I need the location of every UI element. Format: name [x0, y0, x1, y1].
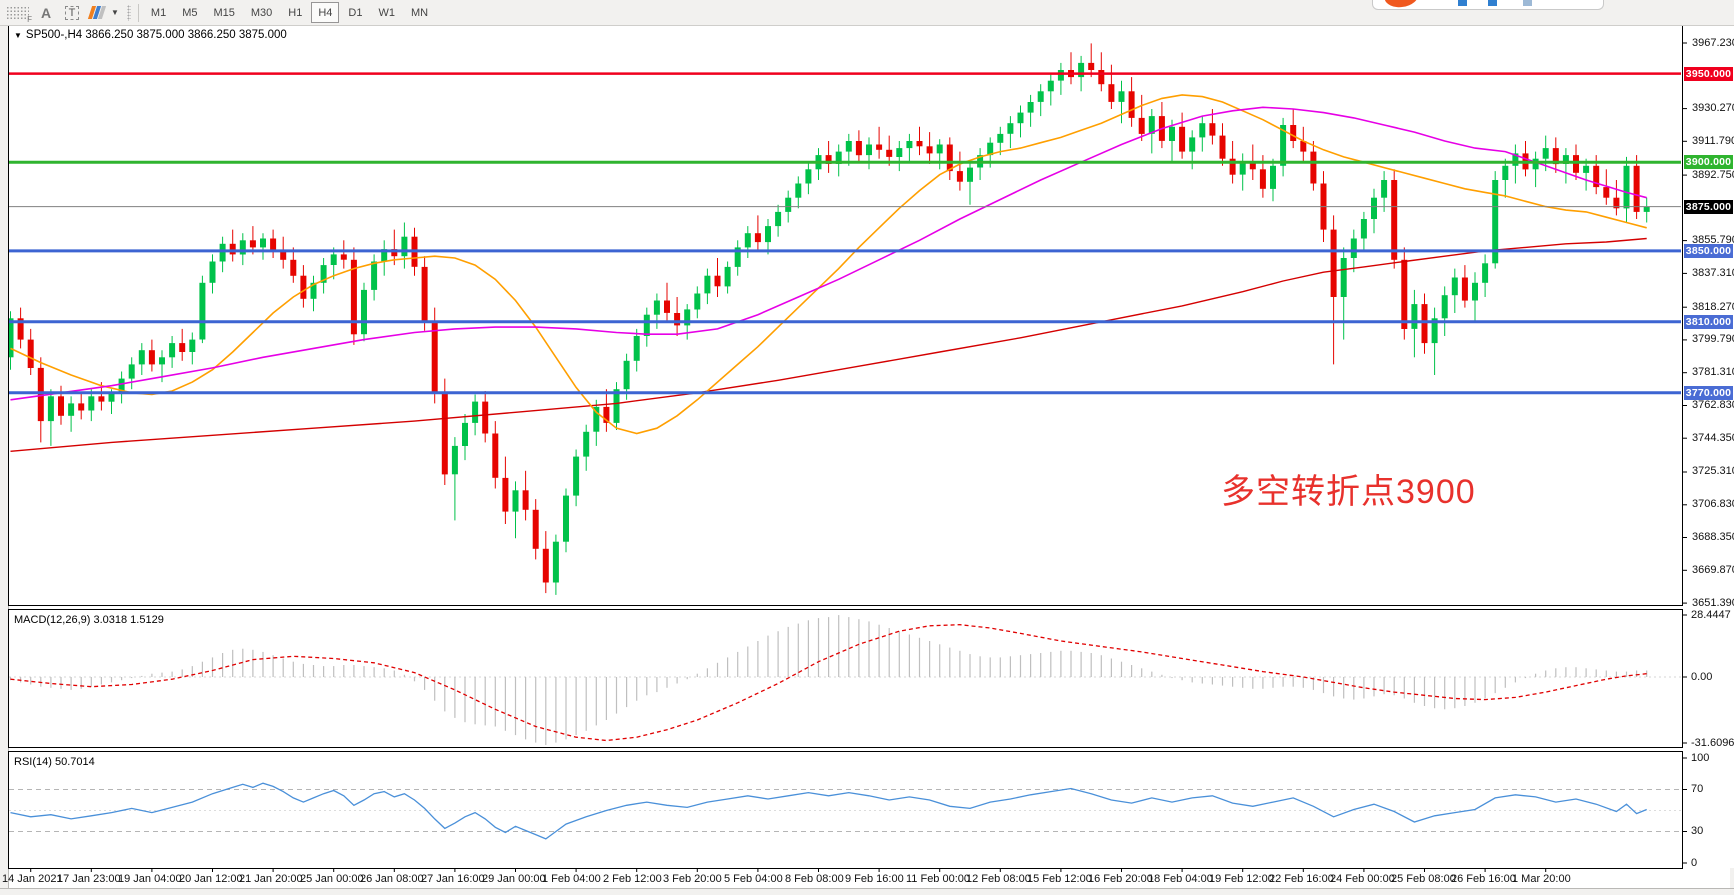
price-tick-label: 3781.310	[1692, 366, 1734, 378]
x-axis-label: 25 Jan 00:00	[300, 873, 364, 885]
x-axis-label: 25 Feb 08:00	[1391, 873, 1456, 885]
candlesticks	[9, 43, 1650, 595]
x-axis-label: 1 Feb 04:00	[542, 873, 601, 885]
grid-tool-icon[interactable]: F	[5, 4, 32, 24]
crayon-icon	[87, 6, 107, 19]
main-chart-panel[interactable]	[8, 25, 1683, 606]
rsi-title: RSI(14) 50.7014	[14, 756, 95, 768]
x-axis-label: 26 Jan 08:00	[360, 873, 424, 885]
price-tick-label: 3799.790	[1692, 333, 1734, 345]
x-axis-label: 5 Feb 04:00	[724, 873, 783, 885]
color-tool-button[interactable]: ▼	[86, 2, 120, 24]
x-axis-label: 14 Jan 2021	[2, 873, 63, 885]
level-badge-3770.000: 3770.000	[1684, 386, 1733, 400]
x-axis-label: 22 Feb 16:00	[1269, 873, 1334, 885]
timeframe-M30[interactable]: M30	[250, 6, 273, 19]
level-badge-3900.000: 3900.000	[1684, 155, 1733, 169]
price-tick-label: 3818.270	[1692, 301, 1734, 313]
toolbar-separator	[137, 3, 139, 22]
chart-symbol-ohlc: ▼ SP500-,H4 3866.250 3875.000 3866.250 3…	[14, 29, 287, 41]
macd-axis-label: 28.4447	[1691, 608, 1731, 621]
macd-axis-label: -31.6096	[1691, 736, 1734, 749]
price-tick-label: 3967.230	[1692, 37, 1734, 49]
x-axis-label: 19 Jan 04:00	[118, 873, 182, 885]
x-axis-label: 21 Jan 20:00	[239, 873, 303, 885]
x-axis-label: 26 Feb 16:00	[1451, 873, 1516, 885]
level-badge-3810.000: 3810.000	[1684, 315, 1733, 329]
price-tick-label: 3744.350	[1692, 432, 1734, 444]
x-axis-label: 27 Jan 16:00	[421, 873, 485, 885]
price-tick-label: 3837.310	[1692, 267, 1734, 279]
price-tick-label: 3855.790	[1692, 234, 1734, 246]
rsi-axis-label: 70	[1691, 783, 1704, 795]
price-tick-label: 3762.830	[1692, 399, 1734, 411]
rsi-axis-label: 0	[1691, 856, 1698, 869]
rsi-line	[10, 782, 1647, 840]
x-axis-label: 12 Feb 08:00	[966, 873, 1031, 885]
macd-histogram	[9, 615, 1648, 745]
timeframe-MN[interactable]: MN	[410, 6, 429, 19]
price-tick-label: 3688.350	[1692, 531, 1734, 543]
ma-mid-magenta	[10, 106, 1647, 401]
timeframe-M5[interactable]: M5	[182, 6, 198, 19]
timeframe-W1[interactable]: W1	[378, 6, 395, 19]
x-axis-label: 9 Feb 16:00	[845, 873, 904, 885]
price-tick-label: 3651.390	[1692, 597, 1734, 609]
ma-fast-orange	[10, 94, 1647, 435]
text-tool-button[interactable]: T	[60, 2, 84, 24]
partial-logo	[1372, 0, 1604, 10]
x-axis-label: 19 Feb 12:00	[1209, 873, 1274, 885]
x-axis-label: 3 Feb 20:00	[663, 873, 722, 885]
price-tick-label: 3706.830	[1692, 498, 1734, 510]
toolbar-grip[interactable]	[126, 4, 131, 21]
timeframe-D1[interactable]: D1	[348, 6, 363, 19]
x-axis-label: 24 Feb 00:00	[1330, 873, 1395, 885]
timeframe-group: M1 M5 M15 M30 H1 H4 D1 W1 MN	[143, 2, 436, 23]
price-tick-label: 3930.270	[1692, 102, 1734, 114]
level-badge-3950.000: 3950.000	[1684, 67, 1733, 81]
price-tick-label: 3725.310	[1692, 465, 1734, 477]
macd-axis-label: 0.00	[1691, 670, 1713, 683]
x-axis-label: 2 Feb 12:00	[603, 873, 662, 885]
x-axis-label: 18 Feb 04:00	[1148, 873, 1213, 885]
x-axis-label: 29 Jan 00:00	[482, 873, 546, 885]
macd-title: MACD(12,26,9) 3.0318 1.5129	[14, 614, 164, 626]
timeframe-H4[interactable]: H4	[311, 2, 340, 23]
x-axis-label: 16 Feb 20:00	[1088, 873, 1153, 885]
x-axis-label: 8 Feb 08:00	[785, 873, 844, 885]
symbol-dropdown-icon[interactable]: ▼	[14, 30, 22, 40]
chevron-down-icon: ▼	[111, 8, 119, 17]
x-axis-label: 1 Mar 20:00	[1512, 873, 1571, 885]
x-axis-label: 11 Feb 00:00	[906, 873, 971, 885]
level-badge-3850.000: 3850.000	[1684, 244, 1733, 258]
timeframe-M1[interactable]: M1	[150, 6, 167, 19]
price-tick-label: 3911.790	[1692, 135, 1734, 147]
rsi-axis-label: 100	[1691, 751, 1710, 764]
timeframe-M15[interactable]: M15	[213, 6, 235, 19]
rsi-axis-label: 30	[1691, 825, 1704, 837]
x-axis-label: 20 Jan 12:00	[179, 873, 243, 885]
window-bottom-edge	[0, 888, 1734, 895]
chart-annotation: 多空转折点3900	[1221, 473, 1476, 511]
x-axis-label: 17 Jan 23:00	[57, 873, 121, 885]
level-badge-3875.000: 3875.000	[1684, 200, 1733, 214]
price-tick-label: 3669.870	[1692, 564, 1734, 576]
font-tool-button[interactable]: A	[40, 4, 52, 21]
price-tick-label: 3892.750	[1692, 169, 1734, 181]
x-axis-label: 15 Feb 12:00	[1027, 873, 1092, 885]
macd-panel[interactable]	[8, 609, 1683, 748]
logo-swoosh-icon	[1384, 0, 1420, 9]
timeframe-H1[interactable]: H1	[288, 6, 303, 19]
